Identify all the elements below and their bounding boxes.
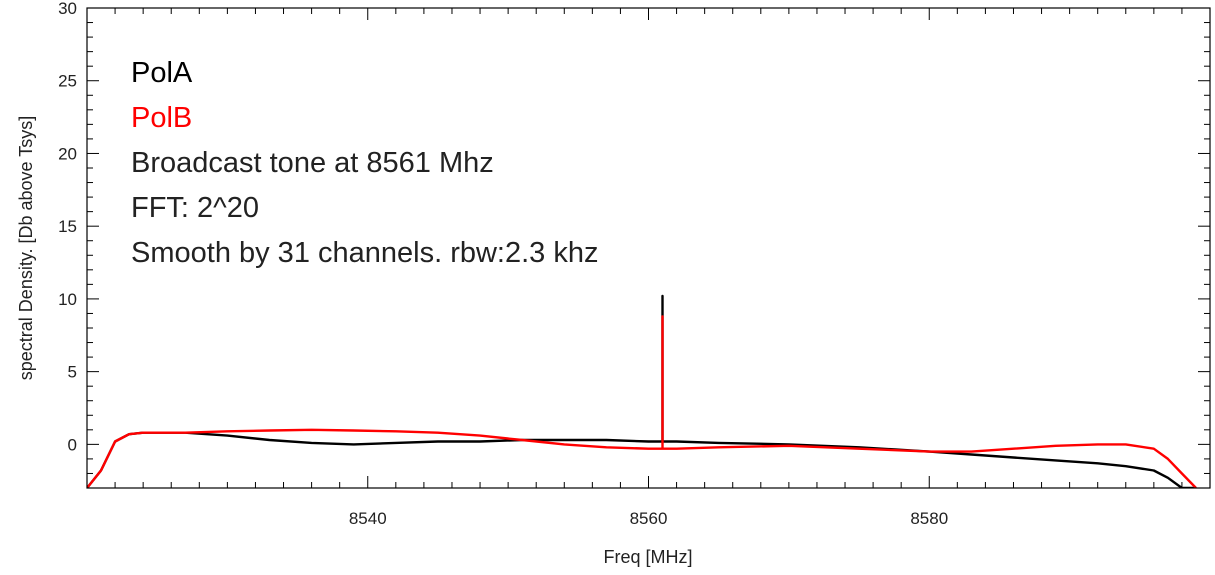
x-axis-title: Freq [MHz]	[603, 547, 692, 567]
annotations: PolA PolB Broadcast tone at 8561 Mhz FFT…	[131, 57, 598, 269]
labels-layer: 0 5 10 15 20 25 30 8540 8560 8580	[58, 0, 948, 528]
annotation-tone: Broadcast tone at 8561 Mhz	[131, 147, 494, 179]
x-tick-label: 8540	[349, 509, 387, 528]
y-tick-label: 10	[58, 290, 77, 309]
y-tick-label: 0	[68, 435, 77, 454]
series-layer	[87, 294, 1197, 488]
y-tick-label: 20	[58, 144, 77, 163]
annotation-pola: PolA	[131, 57, 193, 89]
x-tick-label: 8580	[910, 509, 948, 528]
annotation-polb: PolB	[131, 102, 192, 134]
series-line-polb	[87, 315, 1197, 488]
annotation-smooth: Smooth by 31 channels. rbw:2.3 khz	[131, 237, 598, 269]
y-tick-label: 5	[68, 363, 77, 382]
series-line-pola	[87, 294, 1196, 488]
y-tick-label: 25	[58, 72, 77, 91]
y-axis-title: spectral Density. [Db above Tsys]	[16, 116, 36, 380]
annotation-fft: FFT: 2^20	[131, 192, 259, 224]
x-tick-label: 8560	[630, 509, 668, 528]
y-tick-label: 30	[58, 0, 77, 18]
ticks-layer	[86, 7, 1211, 489]
y-tick-label: 15	[58, 217, 77, 236]
